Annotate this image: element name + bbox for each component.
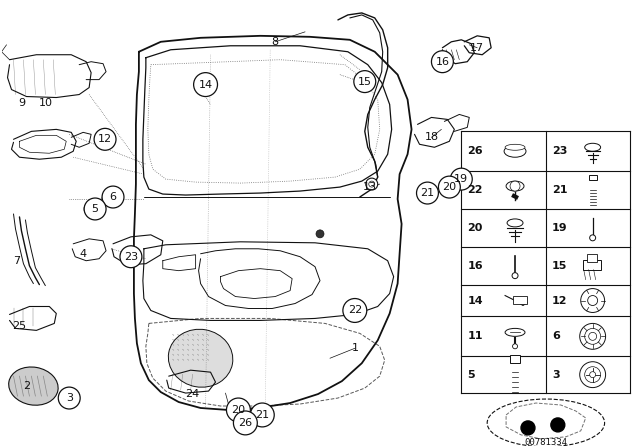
Text: 8: 8 xyxy=(271,37,279,47)
Text: 3: 3 xyxy=(552,370,559,379)
Text: 21: 21 xyxy=(552,185,568,195)
Circle shape xyxy=(84,198,106,220)
Text: 3: 3 xyxy=(66,393,73,403)
Text: 13: 13 xyxy=(363,182,377,192)
Ellipse shape xyxy=(585,143,600,151)
Ellipse shape xyxy=(9,367,58,405)
Text: 19: 19 xyxy=(454,174,468,184)
Text: 6: 6 xyxy=(109,192,116,202)
Text: 15: 15 xyxy=(552,261,567,271)
Ellipse shape xyxy=(505,144,525,150)
Circle shape xyxy=(120,246,142,268)
FancyBboxPatch shape xyxy=(589,175,596,180)
Circle shape xyxy=(369,181,375,187)
Circle shape xyxy=(580,323,605,349)
Text: 9: 9 xyxy=(18,99,25,108)
Circle shape xyxy=(366,178,378,190)
Circle shape xyxy=(580,289,605,312)
Ellipse shape xyxy=(507,219,523,227)
Circle shape xyxy=(585,367,600,383)
Circle shape xyxy=(88,206,94,212)
Text: 21: 21 xyxy=(255,410,269,420)
Text: 16: 16 xyxy=(467,261,483,271)
Circle shape xyxy=(551,418,564,432)
Text: 12: 12 xyxy=(98,134,112,144)
Ellipse shape xyxy=(487,399,605,447)
Circle shape xyxy=(354,71,376,93)
Text: 7: 7 xyxy=(13,256,20,266)
Text: 14: 14 xyxy=(467,296,483,306)
FancyBboxPatch shape xyxy=(587,254,596,262)
Circle shape xyxy=(589,235,596,241)
Text: 25: 25 xyxy=(12,321,26,332)
Circle shape xyxy=(102,186,124,208)
Text: 10: 10 xyxy=(38,99,52,108)
Text: 24: 24 xyxy=(186,389,200,399)
Circle shape xyxy=(588,296,598,306)
Text: 20: 20 xyxy=(231,405,246,415)
Text: 26: 26 xyxy=(238,418,252,428)
Circle shape xyxy=(417,182,438,204)
Text: 5: 5 xyxy=(467,370,475,379)
Circle shape xyxy=(84,202,98,216)
Circle shape xyxy=(513,344,518,349)
Text: 21: 21 xyxy=(420,188,435,198)
Text: 22: 22 xyxy=(348,306,362,315)
Circle shape xyxy=(589,332,596,340)
Text: 26: 26 xyxy=(467,146,483,156)
Ellipse shape xyxy=(505,328,525,336)
Text: 00781334: 00781334 xyxy=(524,438,568,447)
Text: 11: 11 xyxy=(467,332,483,341)
Text: 1: 1 xyxy=(351,343,358,353)
Circle shape xyxy=(451,168,472,190)
Text: 15: 15 xyxy=(358,77,372,86)
Circle shape xyxy=(106,196,112,202)
Circle shape xyxy=(250,403,274,427)
Circle shape xyxy=(589,372,596,378)
Circle shape xyxy=(431,51,453,73)
Text: 14: 14 xyxy=(198,80,212,90)
FancyBboxPatch shape xyxy=(513,296,527,303)
Circle shape xyxy=(58,387,80,409)
Circle shape xyxy=(343,298,367,323)
Text: 19: 19 xyxy=(552,223,568,233)
FancyBboxPatch shape xyxy=(582,260,600,270)
Text: 23: 23 xyxy=(552,146,567,156)
Text: 16: 16 xyxy=(435,57,449,67)
Text: 5: 5 xyxy=(92,204,99,214)
Circle shape xyxy=(512,273,518,279)
Text: 2: 2 xyxy=(23,381,30,391)
Text: 17: 17 xyxy=(470,43,484,53)
Circle shape xyxy=(316,230,324,238)
Ellipse shape xyxy=(168,329,233,387)
Text: 18: 18 xyxy=(424,132,438,142)
Circle shape xyxy=(234,411,257,435)
Ellipse shape xyxy=(506,181,524,191)
Circle shape xyxy=(94,129,116,150)
Circle shape xyxy=(510,181,520,191)
Circle shape xyxy=(194,73,218,96)
Text: 6: 6 xyxy=(552,332,560,341)
Text: 20: 20 xyxy=(442,182,456,192)
Ellipse shape xyxy=(504,145,526,157)
FancyBboxPatch shape xyxy=(510,355,520,363)
Text: 4: 4 xyxy=(79,249,87,259)
Text: 20: 20 xyxy=(467,223,483,233)
Circle shape xyxy=(521,421,535,435)
Text: 22: 22 xyxy=(467,185,483,195)
Circle shape xyxy=(102,192,116,206)
Text: 12: 12 xyxy=(552,296,568,306)
Circle shape xyxy=(227,398,250,422)
Text: 23: 23 xyxy=(124,252,138,262)
Circle shape xyxy=(580,362,605,388)
Circle shape xyxy=(438,176,460,198)
Circle shape xyxy=(585,328,600,345)
